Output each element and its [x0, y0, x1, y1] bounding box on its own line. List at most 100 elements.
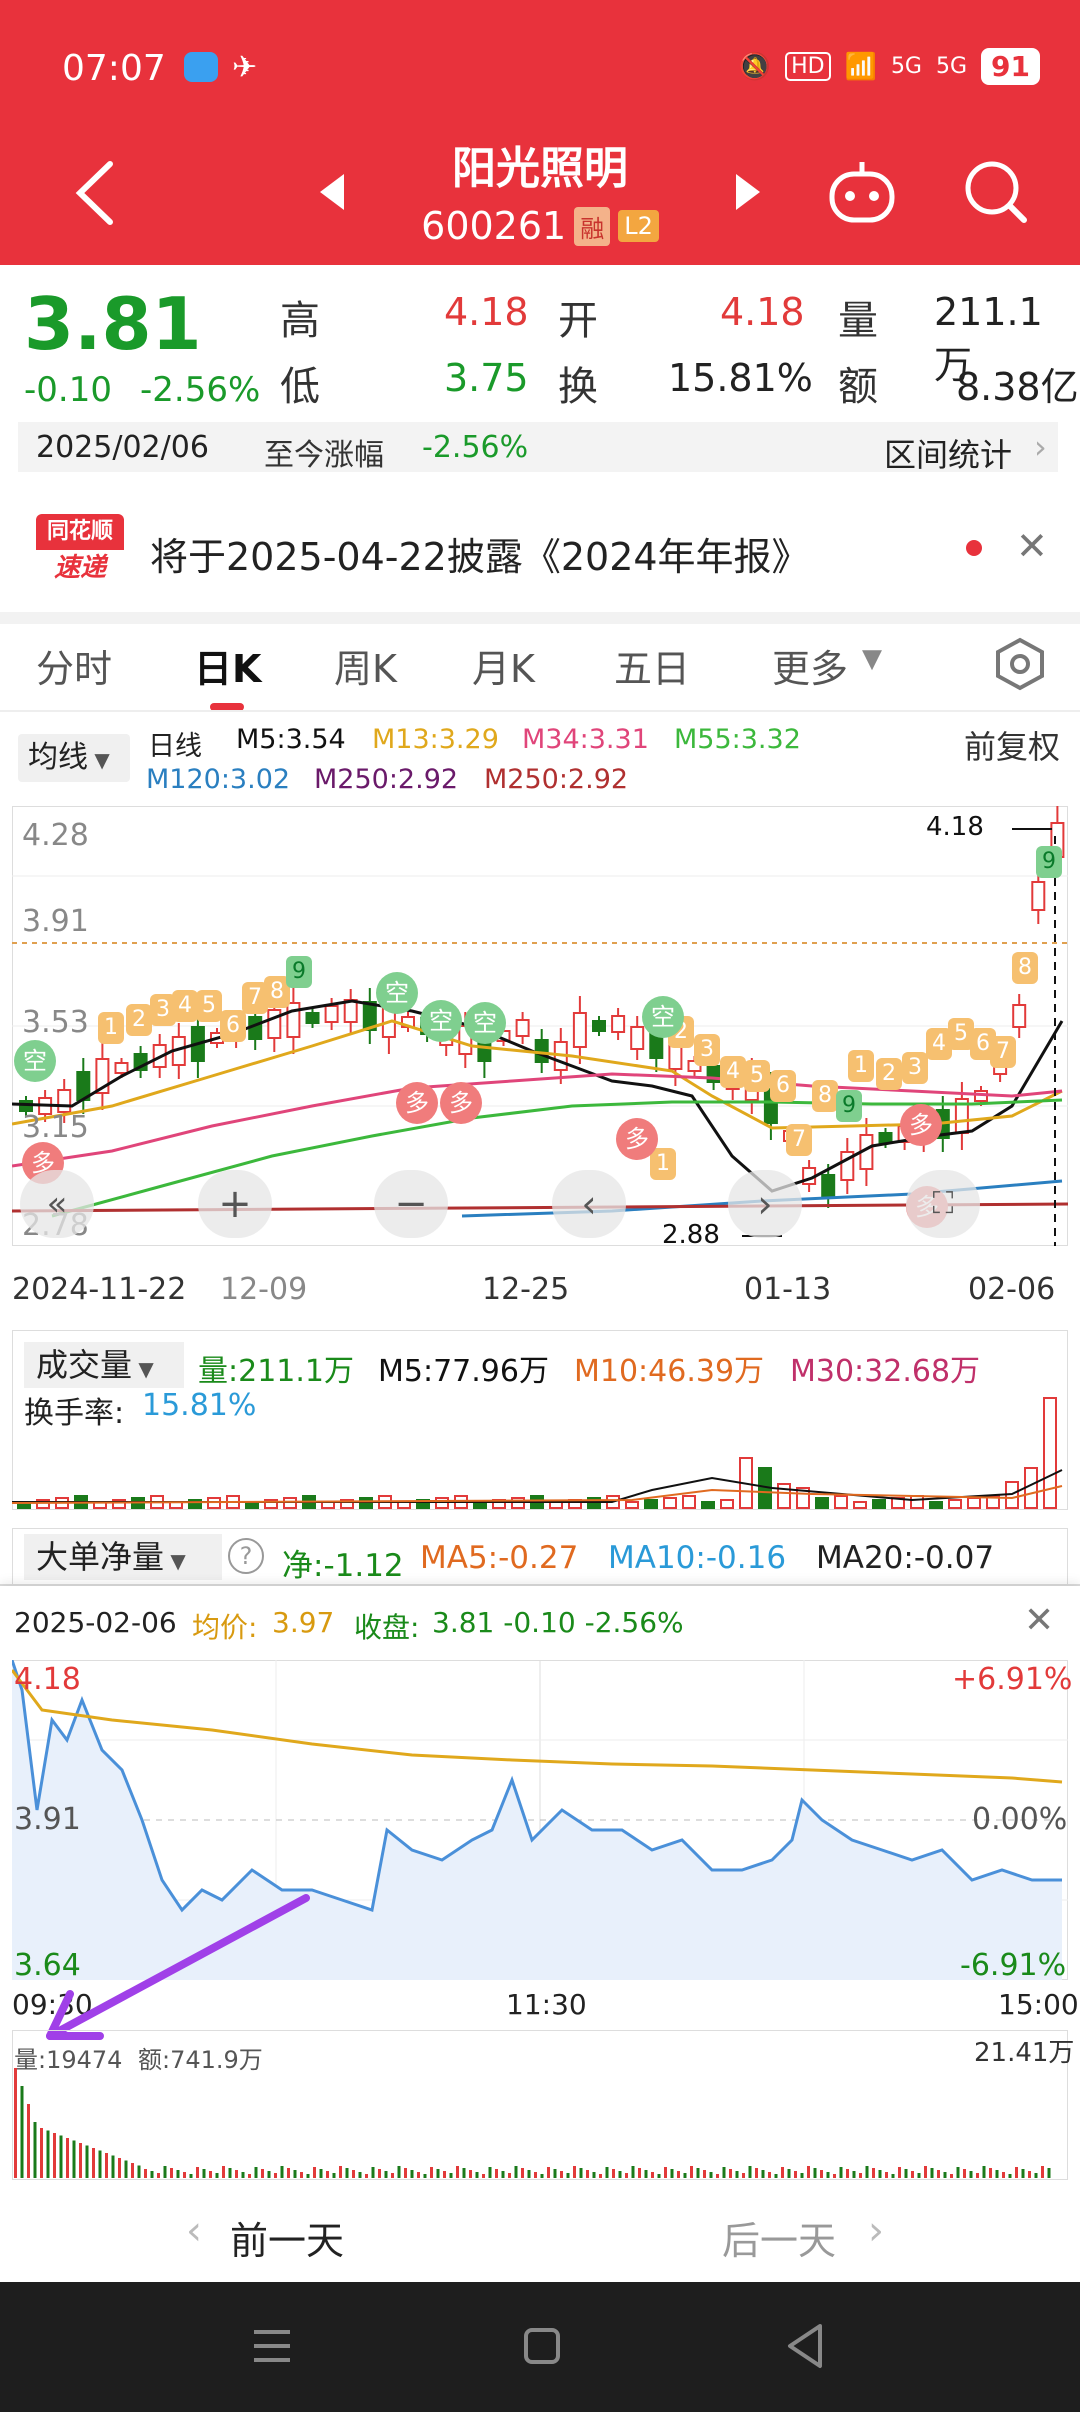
time-tick-start: 09:30 [12, 1988, 93, 2021]
tab-more[interactable]: 更多 [772, 647, 849, 691]
candle-body [305, 1012, 320, 1024]
tab-intraday[interactable]: 分时 [36, 647, 113, 691]
intraday-volume-bar [846, 2169, 849, 2178]
intraday-volume-bar [189, 2174, 193, 2178]
intraday-volume-bar [774, 2174, 778, 2178]
volume-label: 量 [838, 298, 878, 344]
volume-value-label: 量:211.1万 [198, 1354, 354, 1389]
intraday-volume-bar [612, 2169, 615, 2178]
fullscreen-icon[interactable]: ⛶ [906, 1170, 980, 1238]
notice-text[interactable]: 将于2025-04-22披露《2024年年报》 [150, 535, 810, 579]
count-signal-badge: 7 [242, 982, 268, 1014]
prev-day-button[interactable]: 前一天 [230, 2219, 345, 2263]
dropdown-icon: ▼ [164, 1549, 186, 1573]
next-day-button[interactable]: 后一天 [722, 2219, 837, 2263]
intraday-volume-bar [956, 2167, 960, 2178]
candle-body [362, 1001, 377, 1031]
intraday-volume-bar [319, 2169, 323, 2178]
intraday-volume-bar [644, 2170, 648, 2178]
rewind-icon[interactable]: « [20, 1170, 94, 1238]
close-popup-icon[interactable]: ✕ [1024, 1600, 1055, 1641]
tab-weekly-k[interactable]: 周K [334, 647, 397, 691]
tab-monthly-k[interactable]: 月K [472, 647, 535, 691]
intraday-volume-bar [924, 2166, 927, 2178]
dropdown-icon: ▼ [132, 1357, 154, 1381]
pan-left-icon[interactable]: ‹ [552, 1170, 626, 1238]
zoom-out-icon[interactable]: − [374, 1170, 448, 1238]
count-signal-badge: 7 [786, 1124, 812, 1156]
date-bar [18, 422, 1058, 472]
ma250-line [12, 1202, 1068, 1213]
active-tab-indicator [210, 703, 244, 711]
candle-body [515, 1019, 530, 1037]
intraday-volume-bar [540, 2174, 544, 2178]
intraday-volume-bar [833, 2174, 836, 2178]
intraday-volume-bar [241, 2172, 245, 2178]
search-icon[interactable] [962, 158, 1032, 228]
intraday-volume-bar [254, 2167, 258, 2178]
y-tick-top: 4.28 [22, 818, 89, 853]
intraday-volume-bar [989, 2168, 992, 2178]
volume-bar-group [17, 1397, 1057, 1509]
chevron-left-icon: ‹ [186, 2208, 202, 2254]
high-value: 4.18 [444, 290, 529, 334]
tab-daily-k[interactable]: 日K [194, 647, 262, 691]
count-signal-badge: 1 [98, 1012, 124, 1044]
ma13-label: M13:3.29 [372, 724, 499, 755]
volume-m10-line [12, 1485, 1063, 1504]
big-order-net: 净:-1.12 [282, 1548, 404, 1584]
intraday-volume-bar [196, 2167, 199, 2178]
back-icon[interactable] [70, 158, 120, 228]
interval-stats-button[interactable]: 区间统计 [884, 436, 1013, 474]
zoom-in-icon[interactable]: + [198, 1170, 272, 1238]
intraday-volume-bar [345, 2168, 349, 2178]
count-signal-badge: 3 [902, 1052, 928, 1084]
settings-hexagon-icon[interactable] [992, 636, 1048, 692]
intraday-volume-bar [332, 2173, 336, 2178]
volume-panel[interactable] [12, 1330, 1068, 1510]
buy-signal-badge: 多 [900, 1104, 942, 1146]
intraday-volume-bar [20, 2086, 24, 2178]
intraday-volume-bar [969, 2171, 973, 2178]
count-signal-badge: 9 [286, 956, 312, 988]
next-stock-icon[interactable] [732, 172, 762, 212]
stock-name: 阳光照明 [452, 143, 628, 194]
intraday-volume-bar [397, 2166, 401, 2178]
avg-label: 均价: [192, 1611, 258, 1644]
volume-bar [701, 1501, 715, 1509]
intraday-chart[interactable] [12, 1660, 1068, 1980]
robot-assistant-icon[interactable] [826, 158, 898, 228]
y-tick-3: 3.15 [22, 1110, 89, 1145]
big-order-indicator-button[interactable]: 大单净量 ▼ [24, 1534, 222, 1580]
close-notice-icon[interactable]: ✕ [1016, 524, 1048, 568]
tab-five-day[interactable]: 五日 [614, 647, 691, 691]
intraday-volume-bar [898, 2167, 901, 2178]
close-value: 3.81 -0.10 -2.56% [432, 1606, 684, 1639]
menu-icon[interactable] [250, 2324, 294, 2368]
ma-select-button[interactable]: 均线 ▼ [18, 734, 130, 782]
pan-right-icon[interactable]: › [728, 1170, 802, 1238]
logo-bottom-text: 速递 [36, 550, 124, 586]
back-nav-icon[interactable] [784, 2322, 828, 2370]
volume-indicator-button[interactable]: 成交量 ▼ [24, 1342, 184, 1388]
intraday-volume-bar [443, 2171, 446, 2178]
intraday-y-mid: 3.91 [14, 1802, 81, 1837]
popup-date: 2025-02-06 [14, 1606, 177, 1639]
intraday-volume-bar [306, 2174, 310, 2178]
open-label: 开 [558, 298, 598, 344]
price-change: -0.10 [24, 370, 112, 410]
intraday-volume-bar [352, 2170, 355, 2178]
intraday-volume-bar [1008, 2174, 1012, 2178]
big-order-ma20: MA20:-0.07 [816, 1540, 995, 1576]
prev-stock-icon[interactable] [318, 172, 348, 212]
help-icon[interactable]: ? [228, 1538, 264, 1574]
low-value: 3.75 [444, 356, 529, 400]
wifi-icon: 📶 [844, 51, 877, 82]
adjust-mode-button[interactable]: 前复权 [964, 728, 1061, 766]
volume-bar [910, 1495, 924, 1509]
header [0, 140, 1080, 265]
big-order-indicator-label: 大单净量 [36, 1538, 165, 1576]
intraday-volume-bar [742, 2173, 745, 2178]
home-icon[interactable] [520, 2324, 564, 2368]
period-label: 日线 [148, 731, 202, 762]
